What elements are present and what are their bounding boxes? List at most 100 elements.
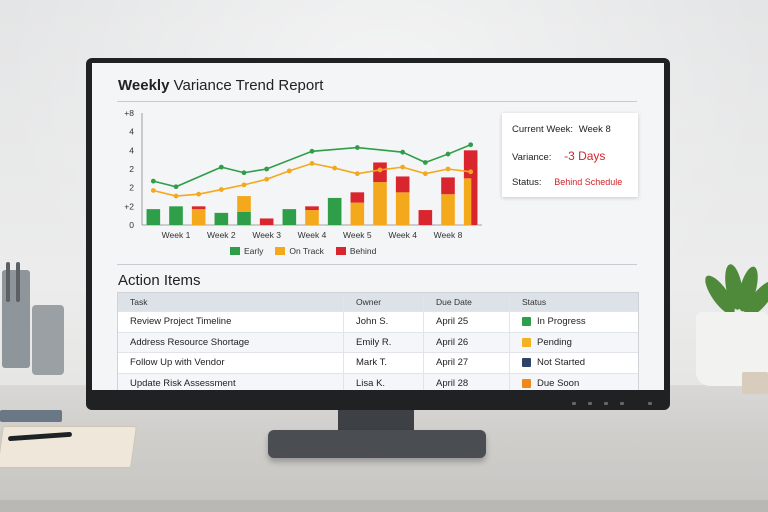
trend-point: [400, 164, 406, 170]
status-cell: Due Soon: [509, 373, 638, 390]
status-indicator: [522, 337, 531, 347]
variance-label: Variance:: [512, 152, 552, 163]
legend-swatch: [275, 247, 286, 255]
y-tick-label: 4: [129, 145, 134, 155]
due-date-cell: April 28: [423, 373, 509, 390]
status-row: Status: Behind Schedule: [512, 177, 622, 188]
legend-label: On Track: [289, 246, 324, 256]
task-cell: Review Project Timeline: [130, 316, 232, 328]
status-text: Pending: [537, 336, 572, 348]
legend-label: Early: [244, 246, 264, 256]
page-title: Weekly Variance Trend Report: [118, 77, 324, 94]
bar-on-track: [237, 196, 251, 212]
y-tick-label: 0: [129, 220, 134, 230]
column-header-owner[interactable]: Owner: [343, 293, 423, 311]
y-tick-label: +8: [124, 108, 134, 118]
action-items-table: Task Owner Due Date Status Review Projec…: [117, 292, 639, 390]
trend-point: [468, 142, 474, 148]
table-row[interactable]: Follow Up with Vendor Mark T. April 27 N…: [118, 352, 638, 373]
legend-item-on-track: On Track: [275, 246, 324, 256]
trend-point: [400, 149, 406, 155]
trend-point: [286, 168, 292, 174]
bar-on-track: [350, 202, 365, 225]
trend-point: [241, 182, 247, 188]
trend-point: [422, 171, 428, 177]
legend-swatch: [230, 247, 240, 255]
table-row[interactable]: Address Resource Shortage Emily R. April…: [118, 331, 638, 352]
due-date-cell: April 26: [423, 332, 509, 352]
monitor-button[interactable]: [620, 402, 624, 405]
due-date-cell: April 25: [423, 312, 509, 332]
variance-value: -3 Days: [564, 149, 606, 163]
book: [0, 410, 62, 422]
x-tick-label: Week 5: [343, 230, 372, 240]
trend-point: [422, 160, 428, 165]
small-box: [742, 372, 768, 394]
table-header: Task Owner Due Date Status: [118, 293, 638, 311]
legend-label: Behind: [349, 246, 377, 256]
status-indicator: [522, 378, 531, 388]
legend-item-early: Early: [230, 246, 263, 256]
trend-point: [150, 178, 156, 184]
desk-edge: [0, 500, 768, 512]
column-header-task[interactable]: Task: [130, 297, 148, 307]
trend-point: [218, 187, 224, 192]
bar-behind: [191, 206, 206, 210]
monitor-screen: Weekly Variance Trend Report 0 +2 2 2 4 4 +8 We…: [92, 63, 664, 390]
status-text: Not Started: [537, 357, 586, 369]
trend-point: [241, 170, 247, 176]
task-cell: Update Risk Assessment: [130, 377, 236, 389]
current-week-label: Current Week:: [512, 124, 574, 135]
trend-point: [173, 193, 179, 199]
status-cell: Not Started: [509, 353, 638, 373]
trend-point: [354, 171, 360, 177]
trend-point: [218, 164, 224, 170]
y-tick-label: +2: [124, 201, 134, 211]
bar-on-track: [441, 194, 455, 225]
status-cell: Pending: [509, 332, 638, 352]
trend-point: [332, 165, 338, 171]
x-tick-label: Week 3: [252, 230, 281, 240]
bar-on-track: [191, 209, 206, 225]
pen: [6, 262, 10, 302]
trend-point: [445, 151, 451, 157]
owner-cell: Mark T.: [343, 353, 423, 373]
bar-behind: [395, 176, 410, 193]
trend-point: [264, 176, 270, 182]
bar-on-track: [395, 192, 410, 225]
due-date-cell: April 27: [423, 353, 509, 373]
trend-point: [264, 166, 270, 172]
bar-early: [282, 209, 297, 225]
variance-row: Variance: -3 Days: [512, 149, 605, 163]
storage-box: [32, 305, 64, 375]
summary-card: Current Week: Week 8 Variance: -3 Days S…: [502, 113, 638, 197]
trend-point: [309, 161, 315, 166]
table-row[interactable]: Update Risk Assessment Lisa K. April 28 …: [118, 372, 638, 390]
trend-point: [468, 169, 474, 175]
trend-point: [354, 145, 360, 150]
y-tick-label: 2: [129, 164, 134, 174]
table-row[interactable]: Review Project Timeline John S. April 25…: [118, 311, 638, 332]
x-tick-label: Week 4: [298, 230, 327, 240]
owner-cell: Lisa K.: [343, 373, 423, 390]
bar-early: [169, 206, 183, 225]
bar-behind: [305, 206, 319, 211]
column-header-status[interactable]: Status: [509, 293, 638, 311]
monitor-button[interactable]: [572, 402, 576, 405]
column-header-due-date[interactable]: Due Date: [423, 293, 509, 311]
trend-point: [173, 184, 179, 190]
monitor-button[interactable]: [604, 402, 608, 405]
bar-behind: [418, 210, 433, 225]
chart-legend: Early On Track Behind: [230, 246, 376, 256]
trend-line-orange-trend: [153, 162, 471, 197]
bar-on-track: [373, 182, 387, 225]
y-tick-label: 2: [129, 183, 134, 193]
monitor-stand-base: [268, 430, 486, 458]
x-tick-label: Week 1: [162, 230, 191, 240]
x-tick-label: Week 2: [207, 230, 236, 240]
power-button[interactable]: [648, 402, 652, 405]
monitor-button[interactable]: [588, 402, 592, 405]
status-text: Due Soon: [537, 377, 580, 389]
bar-behind: [350, 192, 365, 203]
y-tick-label: 4: [129, 127, 134, 137]
